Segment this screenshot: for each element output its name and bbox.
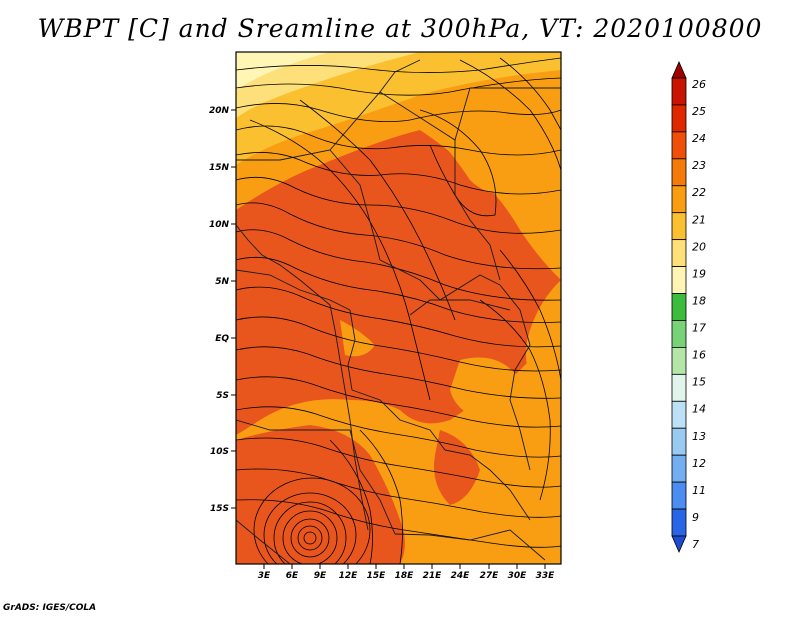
colorbar: 26 25 24 23 22 21 20 19 18 17 16 15 14 13 12 11 9 7 bbox=[671, 61, 706, 553]
lon-tick-label: 9E bbox=[314, 571, 327, 581]
colorbar-bin bbox=[671, 239, 687, 267]
colorbar-bin bbox=[671, 212, 687, 241]
colorbar-max-triangle bbox=[671, 61, 687, 79]
lat-tick-label: EQ bbox=[215, 334, 229, 344]
lat-tick-label: 20N bbox=[209, 106, 230, 116]
lon-tick-label: 33E bbox=[536, 571, 556, 581]
colorbar-label: 18 bbox=[692, 294, 706, 307]
colorbar-label: 25 bbox=[692, 105, 706, 118]
colorbar-label: 7 bbox=[692, 538, 699, 551]
colorbar-label: 26 bbox=[692, 78, 706, 91]
colorbar-label: 20 bbox=[692, 240, 706, 253]
lon-tick-label: 24E bbox=[451, 571, 471, 581]
colorbar-bin bbox=[671, 77, 687, 106]
colorbar-label: 13 bbox=[692, 430, 706, 443]
chart-title: WBPT [C] and Sreamline at 300hPa, VT: 20… bbox=[37, 14, 763, 43]
colorbar-label: 14 bbox=[692, 403, 706, 416]
lon-tick-label: 6E bbox=[286, 571, 299, 581]
country-borders bbox=[236, 59, 561, 564]
colorbar-min-triangle bbox=[671, 535, 687, 553]
lat-tick-label: 10N bbox=[209, 220, 230, 230]
colorbar-label: 9 bbox=[692, 511, 699, 524]
map-frame bbox=[235, 51, 562, 565]
lat-tick-label: 15N bbox=[209, 163, 230, 173]
lon-tick-label: 21E bbox=[423, 571, 443, 581]
colorbar-bin bbox=[671, 293, 687, 321]
lon-tick-label: 27E bbox=[480, 571, 500, 581]
colorbar-label: 19 bbox=[692, 267, 706, 280]
colorbar-bin bbox=[671, 131, 687, 160]
lat-tick-label: 15S bbox=[210, 504, 229, 514]
colorbar-bin bbox=[671, 481, 687, 510]
lat-ticks bbox=[231, 109, 236, 509]
colorbar-bin bbox=[671, 320, 687, 348]
colorbar-label: 21 bbox=[692, 213, 706, 226]
colorbar-bin bbox=[671, 185, 687, 214]
colorbar-label: 15 bbox=[692, 376, 706, 389]
colorbar-label: 24 bbox=[692, 132, 706, 145]
colorbar-label: 12 bbox=[692, 457, 706, 470]
colorbar-label: 17 bbox=[692, 322, 706, 335]
lat-tick-label: 10S bbox=[210, 447, 229, 457]
colorbar-bin bbox=[671, 266, 687, 294]
lon-tick-label: 30E bbox=[508, 571, 528, 581]
colorbar-bin bbox=[671, 427, 687, 456]
colorbar-bin bbox=[671, 158, 687, 187]
lon-tick-label: 18E bbox=[395, 571, 415, 581]
colorbar-label: 11 bbox=[692, 484, 706, 497]
colorbar-label: 23 bbox=[692, 159, 706, 172]
shaded-field bbox=[236, 52, 561, 564]
streamlines bbox=[236, 57, 561, 564]
colorbar-bin bbox=[671, 508, 687, 537]
lon-axis: 3E 6E 9E 12E 15E 18E 21E 24E 27E 30E 33E bbox=[258, 571, 555, 581]
colorbar-bin bbox=[671, 104, 687, 133]
colorbar-bin bbox=[671, 347, 687, 375]
colorbar-label: 16 bbox=[692, 349, 706, 362]
colorbar-bin bbox=[671, 400, 687, 429]
lat-axis: 20N 15N 10N 5N EQ 5S 10S 15S bbox=[209, 106, 230, 514]
colorbar-bin bbox=[671, 373, 687, 402]
colorbar-label: 22 bbox=[692, 186, 706, 199]
colorbar-bin bbox=[671, 454, 687, 483]
lat-tick-label: 5N bbox=[215, 277, 229, 287]
lat-tick-label: 5S bbox=[216, 391, 229, 401]
lon-tick-label: 12E bbox=[339, 571, 359, 581]
lon-tick-label: 3E bbox=[258, 571, 271, 581]
lon-ticks bbox=[263, 564, 546, 569]
lon-tick-label: 15E bbox=[367, 571, 387, 581]
credit-label: GrADS: IGES/COLA bbox=[3, 603, 97, 613]
